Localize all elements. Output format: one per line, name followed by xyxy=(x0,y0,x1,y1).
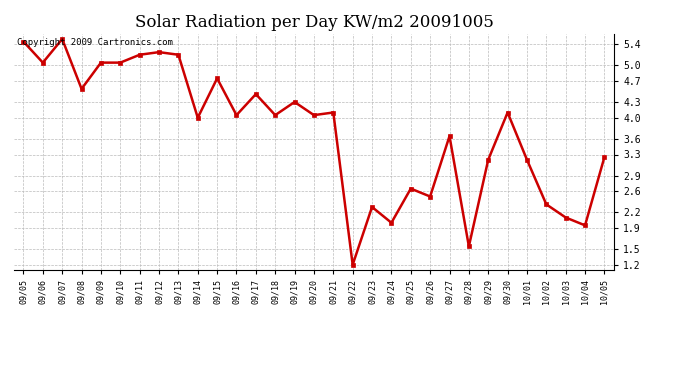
Text: Copyright 2009 Cartronics.com: Copyright 2009 Cartronics.com xyxy=(17,39,172,48)
Title: Solar Radiation per Day KW/m2 20091005: Solar Radiation per Day KW/m2 20091005 xyxy=(135,14,493,31)
